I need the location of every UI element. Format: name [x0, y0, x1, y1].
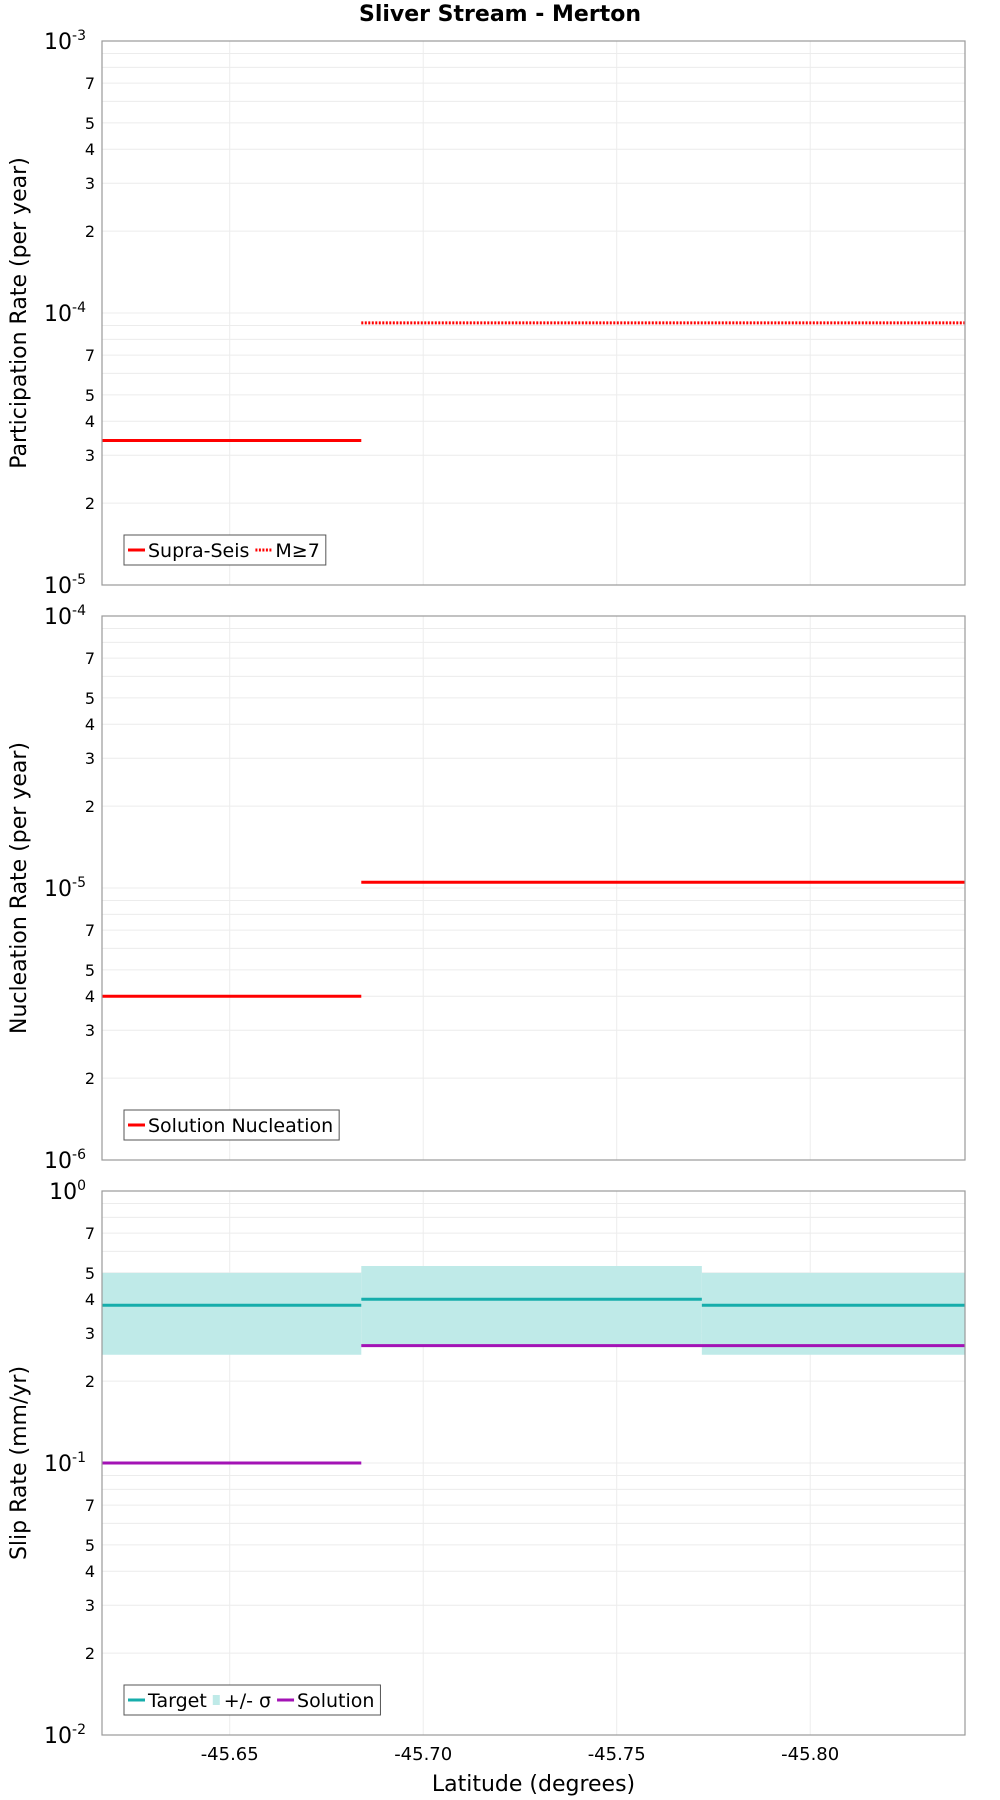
uncertainty-band [361, 1265, 702, 1346]
legend-box [123, 1109, 340, 1141]
legend-label: M≥7 [275, 540, 319, 562]
y-tick-label: 2 [85, 494, 95, 513]
legend-swatch [212, 1695, 220, 1705]
y-tick-label: 10-5 [44, 875, 86, 902]
y-tick-label: 4 [85, 140, 95, 159]
y-tick-label: 100 [49, 1178, 86, 1205]
y-tick-label: 4 [85, 1562, 95, 1581]
y-tick-label: 7 [85, 1496, 95, 1515]
chart-panels: 10-5 10-4 10-3 2 3 4 5 7 2 3 4 5 7 Participation Rate… [7, 28, 966, 1749]
y-tick-label: 4 [85, 715, 95, 734]
y-tick-label: 5 [85, 1264, 95, 1283]
legend-box [123, 534, 327, 566]
legend-box [123, 1684, 381, 1716]
plot-frame [101, 40, 966, 586]
y-axis-label: Participation Rate (per year) [7, 157, 32, 469]
y-tick-label: 5 [85, 1536, 95, 1555]
y-tick-label: 5 [85, 386, 95, 405]
x-tick-label: -45.65 [201, 1744, 259, 1765]
y-tick-label: 3 [85, 1324, 95, 1343]
y-tick-label: 5 [85, 114, 95, 133]
y-tick-label: 3 [85, 446, 95, 465]
uncertainty-band [701, 1272, 965, 1355]
y-tick-label: 7 [85, 1224, 95, 1243]
plot-frame [101, 1190, 966, 1736]
chart-title: Sliver Stream - Merton [359, 2, 641, 27]
y-tick-label: 4 [85, 987, 95, 1006]
x-tick-label: -45.75 [588, 1744, 646, 1765]
y-tick-label: 7 [85, 74, 95, 93]
x-axis-label: Latitude (degrees) [432, 1772, 635, 1797]
y-tick-label: 3 [85, 749, 95, 768]
y-tick-label: 3 [85, 1021, 95, 1040]
y-tick-label: 5 [85, 961, 95, 980]
y-tick-label: 2 [85, 222, 95, 241]
y-tick-label: 2 [85, 1644, 95, 1663]
y-tick-label: 4 [85, 1290, 95, 1309]
chart-panel-2: 10-6 10-5 10-4 2 3 4 5 7 2 3 4 5 7 Nucleation Rate (p… [7, 603, 966, 1174]
legend-label: Solution [297, 1690, 374, 1712]
y-tick-label: 3 [85, 174, 95, 193]
x-axis: -45.65 -45.70 -45.75 -45.80 Latitude (degree… [201, 1744, 840, 1797]
legend-label: +/- σ [224, 1690, 271, 1712]
legend: Supra-Seis M≥7 [123, 534, 327, 566]
y-tick-label: 7 [85, 346, 95, 365]
y-axis-label: Nucleation Rate (per year) [7, 742, 32, 1034]
plot-frame [101, 615, 966, 1161]
y-tick-label: 2 [85, 797, 95, 816]
y-tick-label: 5 [85, 689, 95, 708]
legend-label: Target [147, 1690, 207, 1712]
y-tick-label: 2 [85, 1069, 95, 1088]
legend: Target +/- σ Solution [123, 1684, 381, 1716]
y-tick-label: 10-5 [44, 572, 86, 599]
y-tick-label: 10-1 [44, 1450, 86, 1477]
x-tick-label: -45.70 [394, 1744, 452, 1765]
y-tick-label: 4 [85, 412, 95, 431]
y-tick-label: 10-6 [44, 1147, 86, 1174]
y-tick-label: 2 [85, 1372, 95, 1391]
chart-panel-3: 10-2 10-1 100 2 3 4 5 7 2 3 4 5 7 Slip Rate (mm/yr) Ta… [7, 1178, 966, 1749]
y-axis-label: Slip Rate (mm/yr) [7, 1366, 32, 1560]
chart-panel-1: 10-5 10-4 10-3 2 3 4 5 7 2 3 4 5 7 Participation Rate… [7, 28, 966, 599]
y-tick-label: 3 [85, 1596, 95, 1615]
y-tick-label: 10-4 [44, 300, 86, 327]
legend: Solution Nucleation [123, 1109, 340, 1141]
y-tick-label: 7 [85, 649, 95, 668]
legend-label: Supra-Seis [148, 540, 249, 562]
legend-label: Solution Nucleation [148, 1115, 333, 1137]
uncertainty-band [102, 1272, 362, 1355]
y-tick-label: 10-2 [44, 1722, 86, 1749]
y-tick-label: 10-4 [44, 603, 86, 630]
y-tick-label: 7 [85, 921, 95, 940]
x-tick-label: -45.80 [781, 1744, 839, 1765]
y-tick-label: 10-3 [44, 28, 86, 55]
